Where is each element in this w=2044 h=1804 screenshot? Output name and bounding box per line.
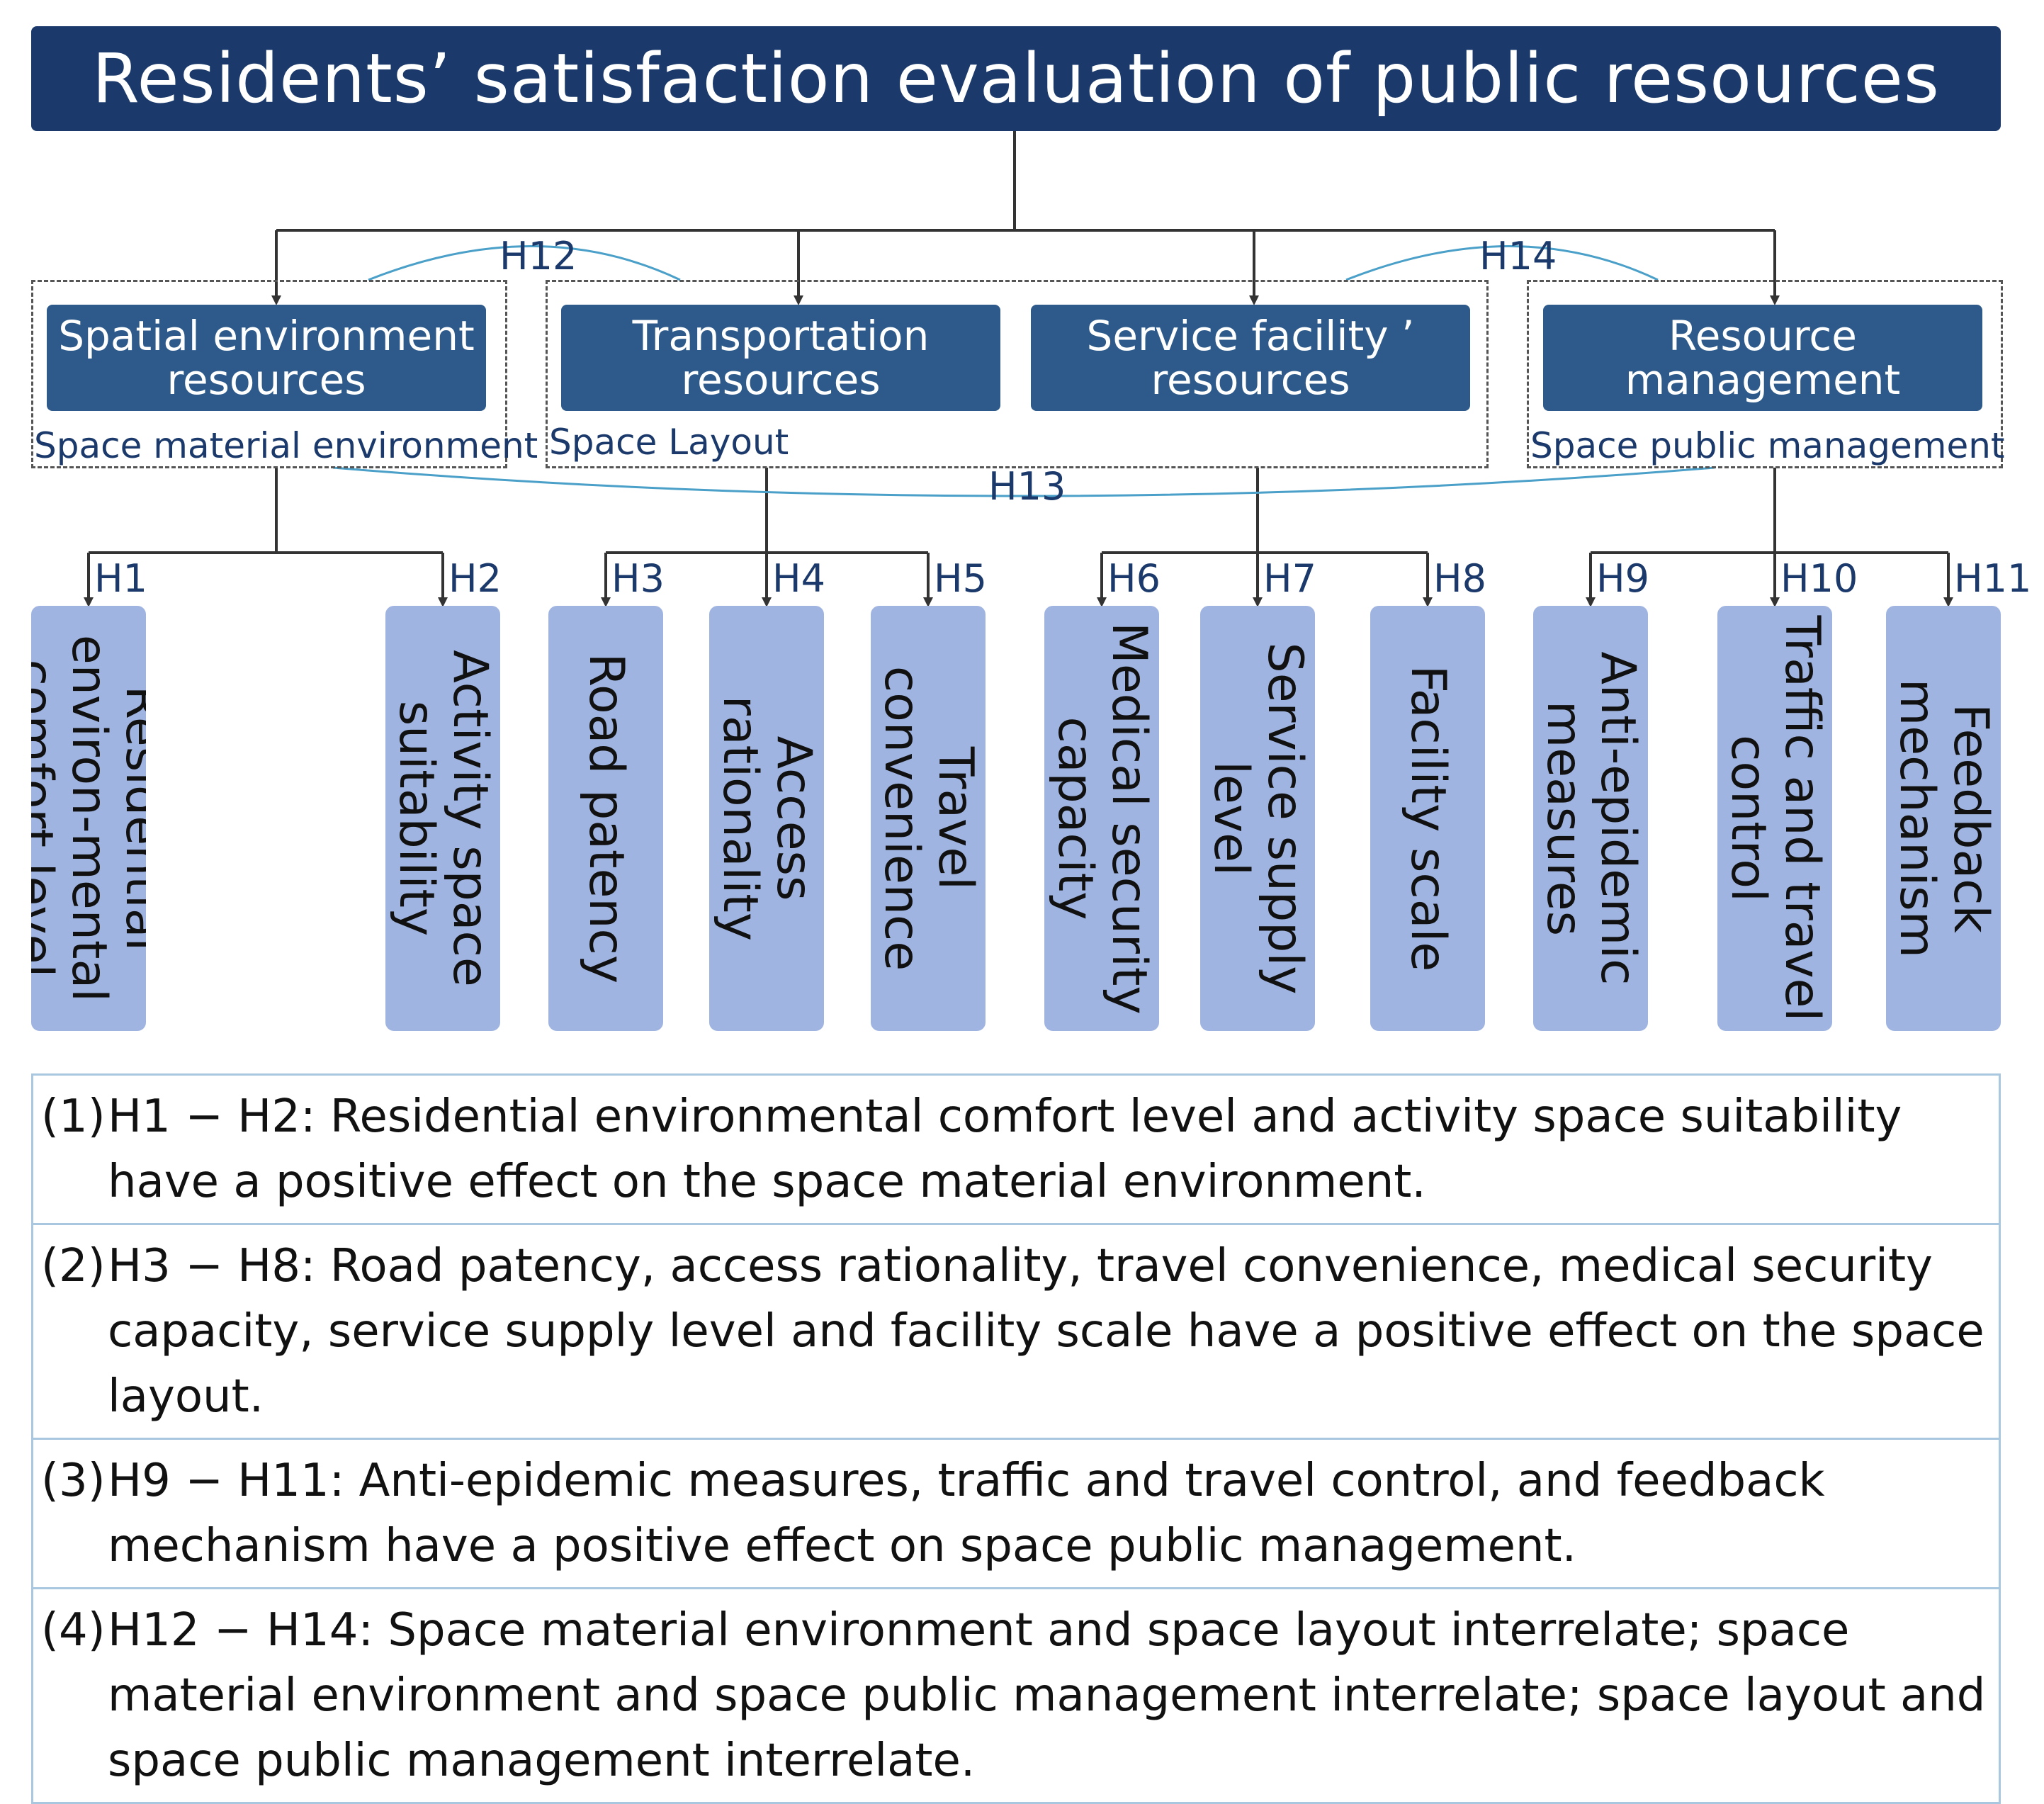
note-number: (4) xyxy=(41,1604,106,1657)
hypothesis-label-h11: H11 xyxy=(1954,556,2032,601)
group-label-space-layout: Space Layout xyxy=(549,422,789,463)
group-label-space-material: Space material environment xyxy=(34,425,538,466)
note-row: (2) H3 − H8: Road patency, access ration… xyxy=(31,1223,2001,1438)
group-box-space-material xyxy=(31,280,507,468)
curve-h14 xyxy=(1345,245,1659,281)
item-text: Residential environ-mental comfort level xyxy=(31,634,146,1003)
hypothesis-label-h6: H6 xyxy=(1107,556,1161,601)
item-text: Access rationality xyxy=(712,695,822,942)
relation-label-h13: H13 xyxy=(988,464,1066,509)
group-label-space-public-management: Space public management xyxy=(1530,425,2005,466)
item-text: Travel convenience xyxy=(874,665,983,971)
category-transportation: Transportation resources xyxy=(561,305,1000,411)
item-text: Road patency xyxy=(578,653,634,984)
note-row: (3) H9 − H11: Anti-epidemic measures, tr… xyxy=(31,1438,2001,1587)
item-activity-space: Activity space suitability xyxy=(385,606,500,1031)
item-facility-scale: Facility scale xyxy=(1370,606,1485,1031)
category-resource-management: Resource management xyxy=(1543,305,1982,411)
item-text: Traffic and travel control xyxy=(1720,615,1830,1022)
item-service-supply: Service supply level xyxy=(1200,606,1315,1031)
hypothesis-label-h5: H5 xyxy=(934,556,987,601)
note-text: H9 − H11: Anti-epidemic measures, traffi… xyxy=(108,1455,1825,1572)
curve-h12 xyxy=(368,245,681,281)
group-box-space-layout xyxy=(546,280,1489,468)
item-text: Service supply level xyxy=(1203,642,1313,995)
hypothesis-label-h3: H3 xyxy=(611,556,665,601)
diagram-title: Residents’ satisfaction evaluation of pu… xyxy=(31,26,2001,131)
item-road-patency: Road patency xyxy=(548,606,663,1031)
item-text: Medical security capacity xyxy=(1047,622,1157,1015)
note-number: (2) xyxy=(41,1240,106,1292)
note-text: H3 − H8: Road patency, access rationalit… xyxy=(108,1240,1984,1423)
hypothesis-label-h7: H7 xyxy=(1263,556,1316,601)
item-feedback-mechanism: Feedback mechanism xyxy=(1886,606,2001,1031)
item-traffic-control: Traffic and travel control xyxy=(1717,606,1832,1031)
hypothesis-label-h8: H8 xyxy=(1433,556,1486,601)
notes-table: (1) H1 − H2: Residential environmental c… xyxy=(31,1073,2001,1804)
hypothesis-label-h9: H9 xyxy=(1596,556,1649,601)
relation-label-h14: H14 xyxy=(1479,234,1557,278)
group-box-space-public-management xyxy=(1527,280,2003,468)
item-travel-convenience: Travel convenience xyxy=(871,606,986,1031)
category-spatial-environment: Spatial environment resources xyxy=(47,305,486,411)
note-row: (1) H1 − H2: Residential environmental c… xyxy=(31,1073,2001,1223)
connector-lines xyxy=(84,131,1953,607)
hypothesis-label-h4: H4 xyxy=(772,556,825,601)
note-row: (4) H12 − H14: Space material environmen… xyxy=(31,1587,2001,1804)
item-text: Anti-epidemic measures xyxy=(1536,651,1646,986)
item-access-rationality: Access rationality xyxy=(709,606,824,1031)
item-residential-comfort: Residential environ-mental comfort level xyxy=(31,606,146,1031)
category-service-facility: Service facility ’ resources xyxy=(1031,305,1470,411)
item-text: Feedback mechanism xyxy=(1889,679,1999,958)
hypothesis-label-h1: H1 xyxy=(94,556,147,601)
curve-h13 xyxy=(332,466,1715,497)
note-text: H1 − H2: Residential environmental comfo… xyxy=(108,1090,1902,1208)
item-medical-security: Medical security capacity xyxy=(1044,606,1159,1031)
note-text: H12 − H14: Space material environment an… xyxy=(108,1604,1986,1787)
item-text: Activity space suitability xyxy=(388,650,498,987)
item-anti-epidemic: Anti-epidemic measures xyxy=(1533,606,1648,1031)
note-number: (1) xyxy=(41,1090,106,1143)
hypothesis-label-h2: H2 xyxy=(448,556,502,601)
hypothesis-label-h10: H10 xyxy=(1780,556,1858,601)
item-text: Facility scale xyxy=(1400,665,1456,972)
note-number: (3) xyxy=(41,1455,106,1507)
relation-label-h12: H12 xyxy=(499,234,577,278)
